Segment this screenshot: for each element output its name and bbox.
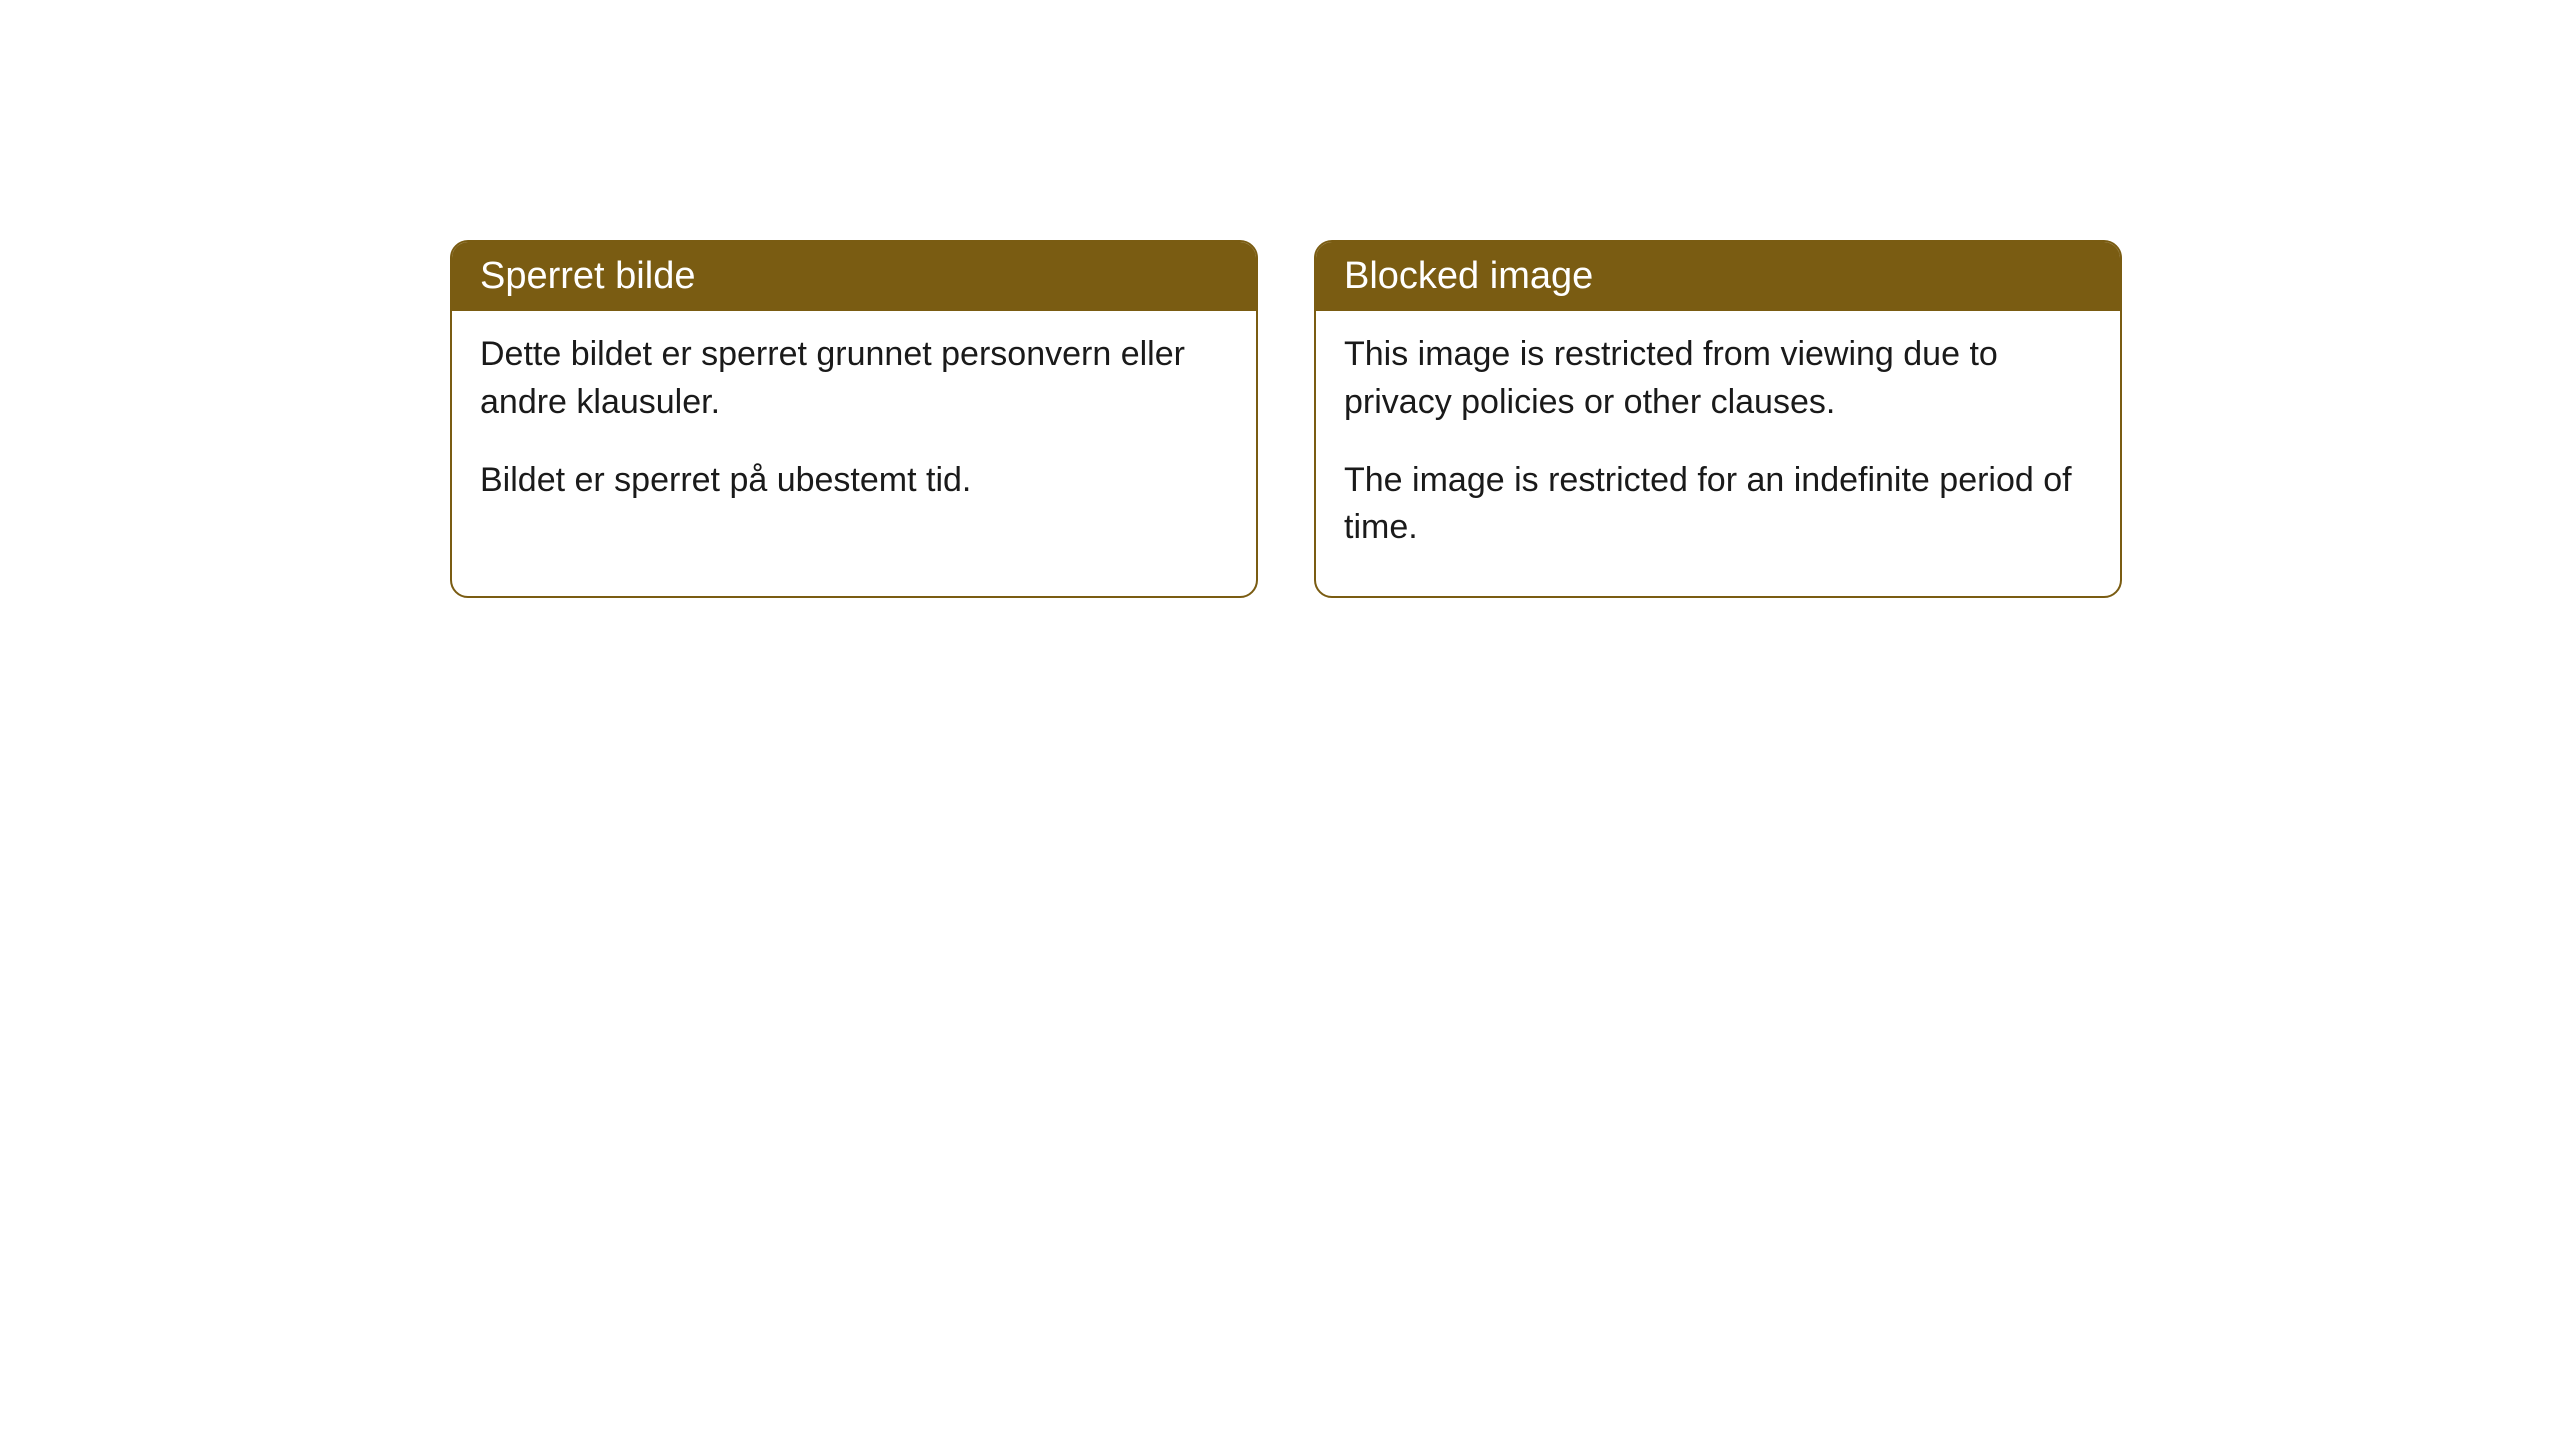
card-paragraph: Dette bildet er sperret grunnet personve…	[480, 331, 1228, 426]
blocked-image-card-english: Blocked image This image is restricted f…	[1314, 240, 2122, 598]
blocked-image-card-norwegian: Sperret bilde Dette bildet er sperret gr…	[450, 240, 1258, 598]
card-header: Blocked image	[1316, 242, 2120, 311]
card-paragraph: Bildet er sperret på ubestemt tid.	[480, 457, 1228, 505]
card-paragraph: This image is restricted from viewing du…	[1344, 331, 2092, 426]
card-body: This image is restricted from viewing du…	[1316, 311, 2120, 595]
card-container: Sperret bilde Dette bildet er sperret gr…	[450, 240, 2122, 598]
card-paragraph: The image is restricted for an indefinit…	[1344, 457, 2092, 552]
card-header: Sperret bilde	[452, 242, 1256, 311]
card-body: Dette bildet er sperret grunnet personve…	[452, 311, 1256, 548]
